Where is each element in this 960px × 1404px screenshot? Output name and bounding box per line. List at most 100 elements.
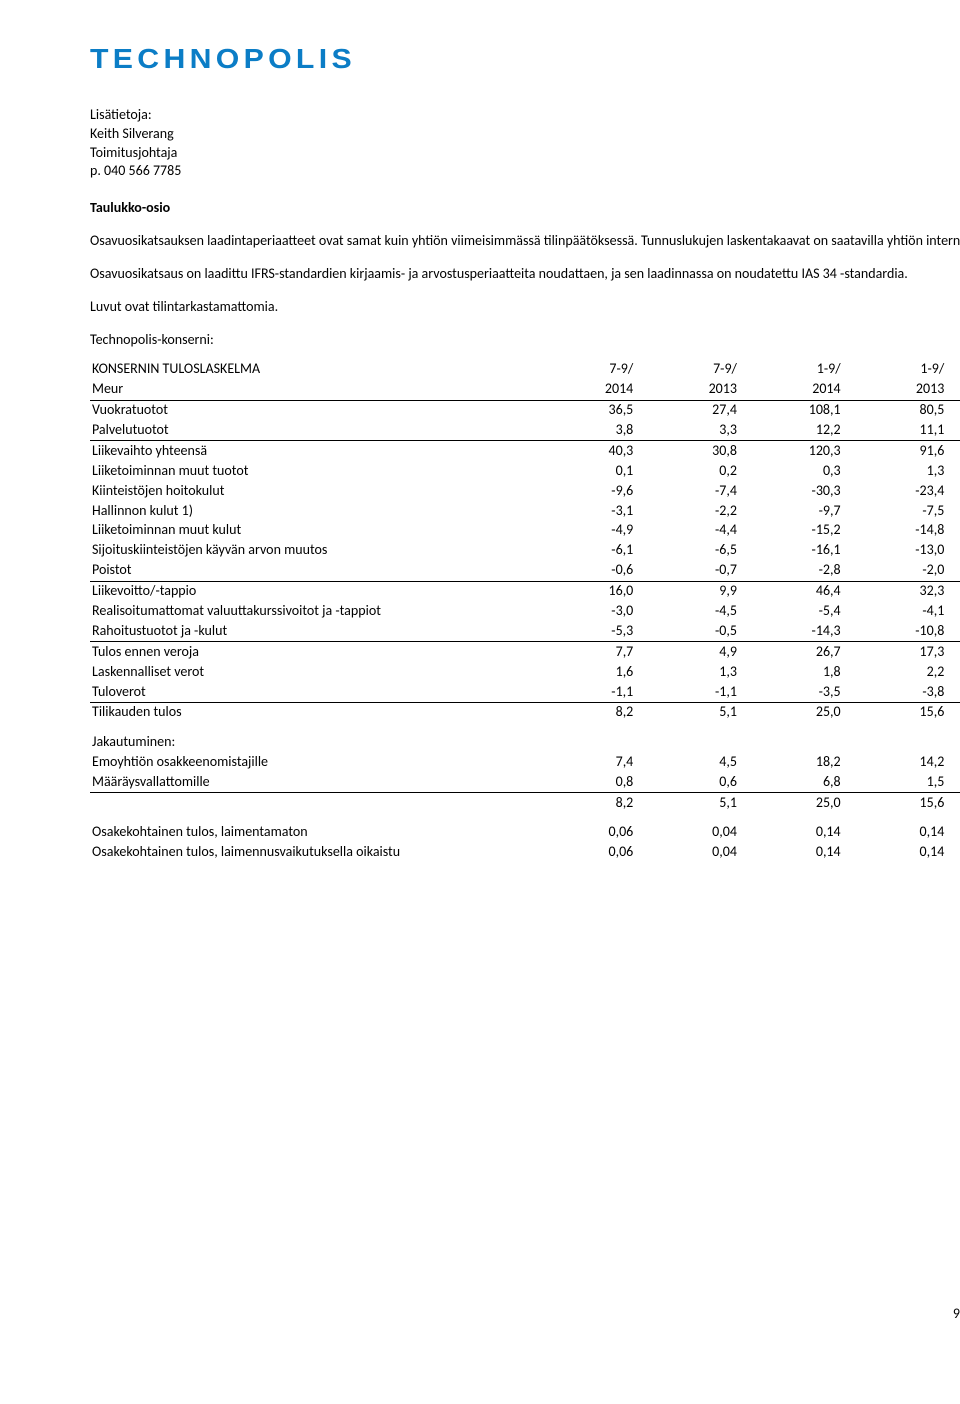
row-label: Vuokratuotot <box>90 400 532 420</box>
row-value: 8,2 <box>532 702 636 722</box>
row-label <box>90 793 532 813</box>
row-value: 11,1 <box>843 420 947 440</box>
row-label: Sijoituskiinteistöjen käyvän arvon muuto… <box>90 541 532 561</box>
row-value: 28,8 <box>946 752 960 772</box>
year-col-4: 2013 <box>946 380 960 400</box>
row-value: -3,1 <box>532 501 636 521</box>
row-value: 0,06 <box>532 813 636 842</box>
group-subheading: Technopolis-konserni: <box>90 331 960 350</box>
table-row: Määräysvallattomille0,80,66,81,52,7 <box>90 772 960 792</box>
row-value: -7,4 <box>635 481 739 501</box>
table-header-periods: KONSERNIN TULOSLASKELMA7-9/7-9/1-9/1-9/1… <box>90 360 960 380</box>
table-row: Laskennalliset verot1,61,31,82,213,8 <box>90 662 960 682</box>
row-value: -2,0 <box>843 561 947 581</box>
row-value: 27,4 <box>635 400 739 420</box>
row-label: Liiketoiminnan muut tuotot <box>90 461 532 481</box>
row-value: -4,9 <box>946 682 960 702</box>
row-label: Poistot <box>90 561 532 581</box>
row-value: 5,1 <box>635 702 739 722</box>
row-value: 91,6 <box>843 441 947 461</box>
row-value: -6,5 <box>635 541 739 561</box>
table-row: 8,25,125,015,631,6 <box>90 793 960 813</box>
row-value: 3,8 <box>532 420 636 440</box>
row-value: 1,8 <box>739 662 843 682</box>
row-label: Palvelutuotot <box>90 420 532 440</box>
row-value: 0,8 <box>532 772 636 792</box>
row-value: 0,14 <box>843 813 947 842</box>
row-value: 6,8 <box>739 772 843 792</box>
table-row: Emoyhtiön osakkeenomistajille7,44,518,21… <box>90 752 960 772</box>
table-row: Tilikauden tulos8,25,125,015,631,6 <box>90 702 960 722</box>
row-value: 126,3 <box>946 441 960 461</box>
row-value: 30,8 <box>635 441 739 461</box>
row-value: 0,2 <box>635 461 739 481</box>
row-value: 0,14 <box>843 842 947 862</box>
row-value: 4,9 <box>635 642 739 662</box>
row-value: -16,1 <box>739 541 843 561</box>
row-value: 8,2 <box>532 793 636 813</box>
period-col-2: 1-9/ <box>739 360 843 380</box>
row-value: 22,6 <box>946 642 960 662</box>
row-value: 26,7 <box>739 642 843 662</box>
row-label: Osakekohtainen tulos, laimennusvaikutuks… <box>90 842 532 862</box>
table-row: Tuloverot-1,1-1,1-3,5-3,8-4,9 <box>90 682 960 702</box>
row-value: 0,04 <box>635 842 739 862</box>
paragraph-2: Osavuosikatsaus on laadittu IFRS-standar… <box>90 265 960 284</box>
row-label: Laskennalliset verot <box>90 662 532 682</box>
row-value: 25,0 <box>739 702 843 722</box>
row-value: -3,0 <box>532 602 636 622</box>
row-value: -1,1 <box>532 682 636 702</box>
table-header-years: Meur20142013201420132013 <box>90 380 960 400</box>
row-value: 7,4 <box>532 752 636 772</box>
row-label: Liikevaihto yhteensä <box>90 441 532 461</box>
row-value: 13,8 <box>946 662 960 682</box>
row-label: Kiinteistöjen hoitokulut <box>90 481 532 501</box>
table-row: Liikevoitto/-tappio16,09,946,432,343,9 <box>90 581 960 601</box>
row-label: Tilikauden tulos <box>90 702 532 722</box>
row-value: 7,7 <box>532 642 636 662</box>
contact-title: Toimitusjohtaja <box>90 144 960 163</box>
row-value: -17,6 <box>946 541 960 561</box>
row-value: 43,9 <box>946 581 960 601</box>
row-value: 5,1 <box>635 793 739 813</box>
year-col-2: 2014 <box>739 380 843 400</box>
table-row: Realisoitumattomat valuuttakurssivoitot … <box>90 602 960 622</box>
row-value: 14,2 <box>843 752 947 772</box>
year-col-1: 2013 <box>635 380 739 400</box>
row-value: -0,5 <box>635 621 739 641</box>
row-value: 2,0 <box>946 461 960 481</box>
row-value: 36,5 <box>532 400 636 420</box>
row-label: Osakekohtainen tulos, laimentamaton <box>90 813 532 842</box>
logo: TECHNOPOLIS <box>90 40 960 78</box>
distribution-heading: Jakautuminen: <box>90 723 532 752</box>
row-label: Tuloverot <box>90 682 532 702</box>
row-value: 31,6 <box>946 793 960 813</box>
row-value: 2,2 <box>843 662 947 682</box>
table-row: Hallinnon kulut 1)-3,1-2,2-9,7-7,5-11,1 <box>90 501 960 521</box>
row-value: 40,3 <box>532 441 636 461</box>
row-value: 80,5 <box>843 400 947 420</box>
row-value: -0,7 <box>635 561 739 581</box>
row-value: -20,4 <box>946 521 960 541</box>
row-value: 0,06 <box>532 842 636 862</box>
row-label: Liiketoiminnan muut kulut <box>90 521 532 541</box>
table-row: Poistot-0,6-0,7-2,8-2,0-2,7 <box>90 561 960 581</box>
contact-heading: Lisätietoja: <box>90 106 960 125</box>
row-value: 3,3 <box>635 420 739 440</box>
row-label: Rahoitustuotot ja -kulut <box>90 621 532 641</box>
row-value: 15,6 <box>843 702 947 722</box>
row-value: -13,0 <box>843 541 947 561</box>
row-value: -3,8 <box>843 682 947 702</box>
row-value: 120,3 <box>739 441 843 461</box>
row-value: 0,3 <box>739 461 843 481</box>
row-value: -9,7 <box>739 501 843 521</box>
table-row: Rahoitustuotot ja -kulut-5,3-0,5-14,3-10… <box>90 621 960 641</box>
row-value: -2,8 <box>739 561 843 581</box>
row-value: 17,3 <box>843 642 947 662</box>
row-value: -0,6 <box>532 561 636 581</box>
row-value: -32,8 <box>946 481 960 501</box>
row-value: -14,8 <box>843 521 947 541</box>
row-value: 0,14 <box>739 813 843 842</box>
table-row: Kiinteistöjen hoitokulut-9,6-7,4-30,3-23… <box>90 481 960 501</box>
row-label: Määräysvallattomille <box>90 772 532 792</box>
